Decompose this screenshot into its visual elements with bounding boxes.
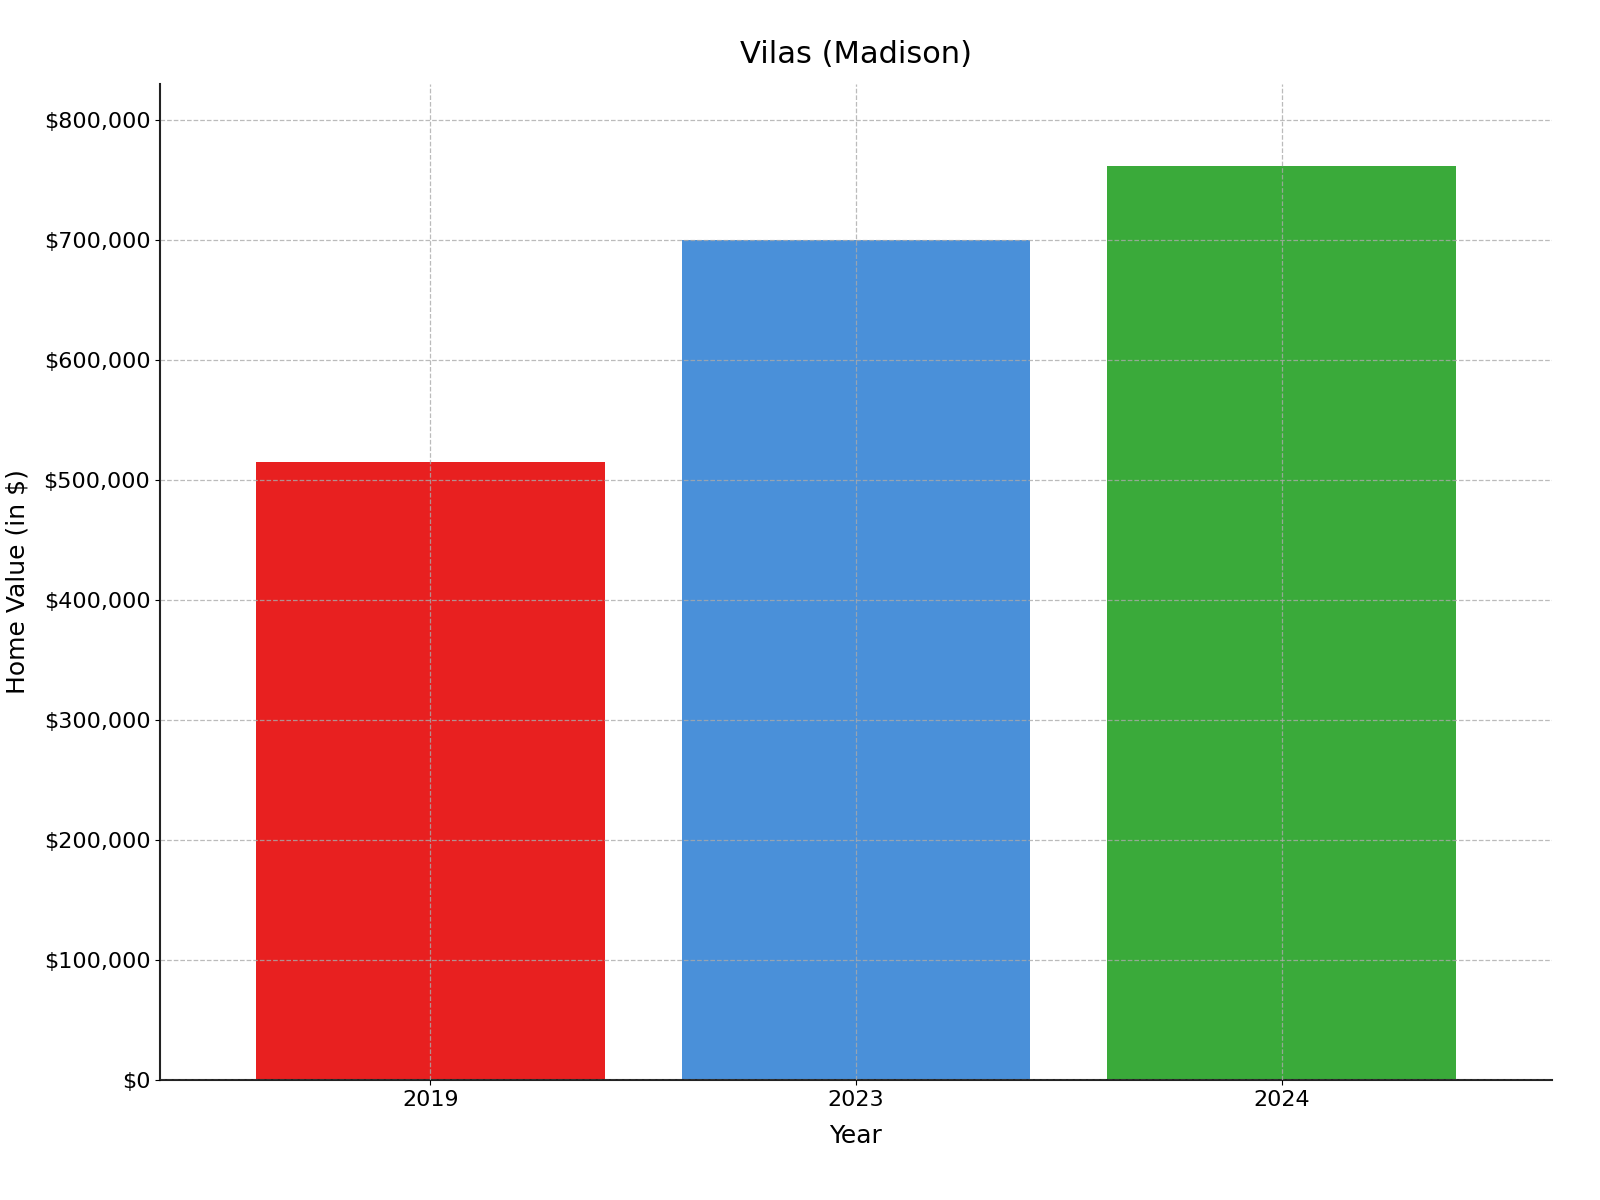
X-axis label: Year: Year xyxy=(829,1123,883,1147)
Bar xyxy=(1107,166,1456,1080)
Bar xyxy=(682,240,1030,1080)
Title: Vilas (Madison): Vilas (Madison) xyxy=(739,40,973,70)
Y-axis label: Home Value (in $): Home Value (in $) xyxy=(6,469,30,695)
Bar xyxy=(256,462,605,1080)
